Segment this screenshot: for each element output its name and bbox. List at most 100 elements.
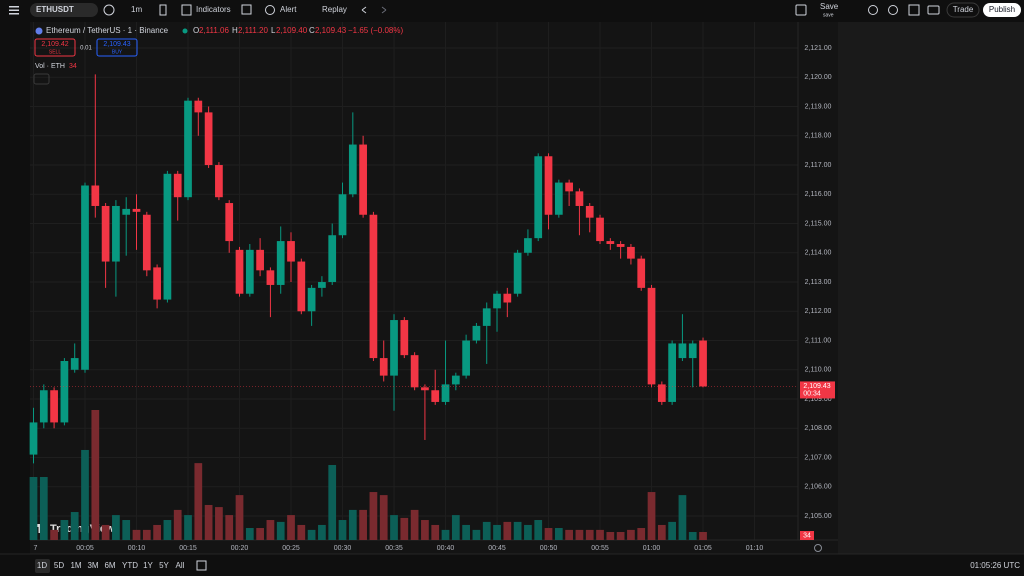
volume-bar: [245, 528, 254, 540]
volume-bar: [266, 520, 275, 540]
trade[interactable]: Trade: [953, 5, 974, 14]
range-button[interactable]: 3M: [87, 561, 98, 570]
volume-bar: [554, 528, 563, 540]
volume-bar: [441, 529, 450, 540]
candle-body: [153, 267, 161, 300]
interval[interactable]: 1m: [131, 5, 142, 14]
candle-body: [410, 355, 419, 388]
candle-body: [699, 340, 707, 387]
candle-body: [235, 249, 244, 294]
publish-button[interactable]: [983, 3, 1021, 17]
indicators[interactable]: Indicators: [196, 5, 231, 14]
symbol[interactable]: ETHUSDT: [36, 5, 74, 14]
alert-icon[interactable]: [265, 5, 275, 15]
volume-bar: [287, 515, 295, 540]
collapse-legend[interactable]: [33, 73, 50, 85]
candle-body: [60, 360, 69, 423]
legend-h: H: [232, 26, 238, 35]
redo[interactable]: [381, 6, 387, 14]
sell-button[interactable]: [34, 38, 76, 57]
candle-body: [596, 217, 604, 242]
alert[interactable]: Alert: [280, 5, 297, 14]
candle-body: [637, 258, 646, 288]
range-button[interactable]: 1M: [70, 561, 81, 570]
volume-bar: [39, 476, 48, 540]
candle-body: [225, 203, 234, 242]
volume-bar: [503, 521, 512, 540]
volume-bar: [657, 524, 666, 540]
layout-toggle[interactable]: [795, 4, 807, 16]
legend-change: −1.65 (−0.08%): [348, 26, 403, 35]
spread: 0.01: [80, 46, 92, 52]
volume-bar: [81, 449, 89, 540]
volume-bar: [184, 515, 192, 540]
candle-body: [256, 249, 264, 271]
range-selected: [35, 559, 50, 573]
volume-bar: [256, 528, 264, 540]
symbol-pill[interactable]: [30, 3, 98, 17]
clock: 01:05:26 UTC: [970, 561, 1020, 570]
volume-bar: [688, 532, 697, 540]
range-button[interactable]: 1D: [37, 561, 47, 570]
search[interactable]: [868, 5, 878, 15]
candle-body: [276, 241, 285, 285]
candle-body: [616, 244, 625, 247]
volume-bar: [668, 521, 676, 540]
y-tick-label: 2,112.00: [805, 308, 832, 315]
volume-bar: [70, 512, 79, 540]
save[interactable]: Save: [820, 2, 839, 11]
range-button[interactable]: YTD: [122, 561, 138, 570]
volume-bar: [307, 529, 316, 540]
candle-body: [451, 375, 460, 385]
x-tick-label: 00:55: [591, 545, 609, 552]
range-button[interactable]: All: [176, 561, 185, 570]
countdown: 00:34: [803, 390, 821, 397]
candle-body: [184, 100, 192, 198]
date-range[interactable]: [196, 560, 207, 571]
legend-o: O: [193, 26, 199, 35]
candle-body: [194, 100, 203, 113]
volume-bar: [122, 520, 131, 540]
indicators-icon[interactable]: [181, 4, 192, 16]
candle-body: [215, 165, 223, 198]
candle-body: [173, 173, 182, 198]
candle-body: [112, 205, 120, 262]
chart-type[interactable]: [159, 4, 167, 16]
range-button[interactable]: 6M: [104, 561, 115, 570]
undo[interactable]: [361, 6, 367, 14]
range-button[interactable]: 1Y: [143, 561, 153, 570]
replay[interactable]: Replay: [322, 5, 347, 14]
save-sub: save: [823, 12, 834, 18]
last-price: 2,109.43: [803, 383, 830, 390]
volume-title: Vol · ETH: [35, 63, 65, 70]
volume-bar: [132, 529, 141, 540]
fullscreen[interactable]: [908, 4, 920, 16]
sell-price[interactable]: 2,109.42: [41, 41, 68, 48]
volume-bar: [451, 515, 460, 540]
x-tick-label: 00:45: [488, 545, 506, 552]
sell-label[interactable]: SELL: [49, 49, 61, 55]
x-tick-label: 00:35: [385, 545, 403, 552]
buy-label[interactable]: BUY: [112, 49, 123, 55]
y-tick-label: 2,111.00: [805, 337, 831, 344]
candle-body: [421, 387, 429, 391]
range-button[interactable]: 5Y: [159, 561, 169, 570]
buy-button[interactable]: [96, 38, 138, 57]
y-tick-label: 2,109.00: [804, 396, 831, 403]
volume-bar: [472, 529, 481, 540]
publish[interactable]: Publish: [989, 5, 1015, 14]
range-button[interactable]: 5D: [54, 561, 64, 570]
candle-body: [565, 182, 573, 192]
trade-button[interactable]: [946, 2, 980, 18]
snapshot[interactable]: [927, 5, 940, 15]
settings[interactable]: [888, 5, 898, 15]
buy-price[interactable]: 2,109.43: [103, 41, 130, 48]
axis-settings[interactable]: [814, 544, 822, 552]
candle-body: [472, 325, 481, 341]
candle-body: [554, 182, 563, 215]
layouts[interactable]: [241, 4, 252, 15]
menu-icon[interactable]: [9, 6, 19, 15]
volume-bar: [215, 507, 223, 540]
add-symbol[interactable]: [103, 4, 115, 16]
eth-icon: [35, 27, 43, 35]
